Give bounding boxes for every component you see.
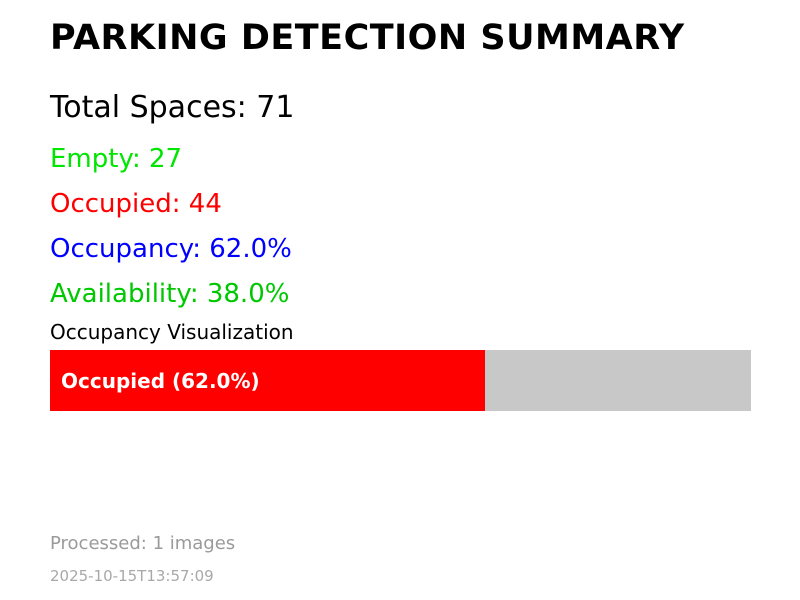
timestamp-text: 2025-10-15T13:57:09	[50, 567, 214, 585]
occupancy-rate-text: Occupancy: 62.0%	[50, 234, 292, 264]
occupancy-bar-label: Occupied (62.0%)	[61, 369, 260, 393]
occupied-count-text: Occupied: 44	[50, 189, 222, 219]
processed-count-text: Processed: 1 images	[50, 533, 236, 554]
visualization-label: Occupancy Visualization	[50, 320, 294, 344]
occupancy-bar: Occupied (62.0%)	[50, 350, 751, 411]
empty-count-text: Empty: 27	[50, 144, 183, 174]
occupancy-bar-fill	[50, 350, 485, 411]
total-spaces-text: Total Spaces: 71	[50, 90, 295, 125]
availability-rate-text: Availability: 38.0%	[50, 279, 290, 309]
page-title: PARKING DETECTION SUMMARY	[50, 18, 685, 58]
